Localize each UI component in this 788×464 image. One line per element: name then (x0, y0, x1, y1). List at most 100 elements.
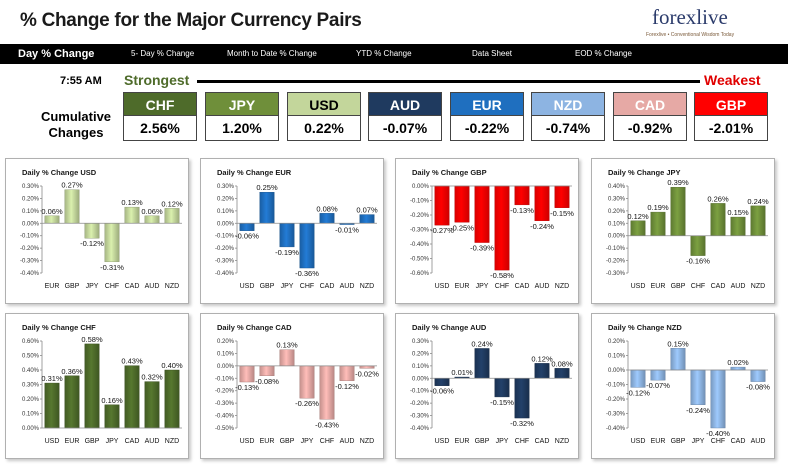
x-tick-label: EUR (65, 438, 80, 445)
nav-data-sheet[interactable]: Data Sheet (472, 49, 513, 58)
bar-eur (650, 211, 666, 236)
x-tick-label: USD (240, 283, 255, 290)
bar-jpy (279, 223, 295, 248)
bar-jpy (494, 378, 510, 398)
data-label: -0.27% (430, 226, 454, 235)
chart-panel-eur: Daily % Change EUR -0.40% -0.30% -0.20% -0.1… (200, 158, 384, 304)
bar-cad (319, 213, 335, 224)
x-tick-label: NZD (751, 283, 765, 290)
x-tick-label: JPY (281, 283, 294, 290)
x-tick-label: GBP (671, 283, 686, 290)
y-tick-label: -0.30% (606, 412, 626, 418)
data-label: -0.26% (295, 399, 319, 408)
bar-chf (710, 369, 726, 429)
bar-usd (434, 378, 450, 386)
chart-eur: Daily % Change EUR -0.40% -0.30% -0.20% -0.1… (215, 168, 378, 290)
data-label: 0.32% (141, 373, 163, 382)
bar-cad (710, 203, 726, 236)
y-tick-label: -0.10% (410, 199, 430, 205)
x-tick-label: NZD (555, 438, 569, 445)
chart-title: Daily % Change JPY (608, 168, 681, 177)
currency-header-nzd: NZD (531, 92, 605, 116)
nav-5-day-change[interactable]: 5- Day % Change (131, 49, 195, 58)
y-tick-label: 0.40% (608, 184, 626, 190)
y-tick-label: -0.20% (606, 259, 626, 265)
y-tick-label: 0.30% (22, 184, 40, 190)
currency-header-gbp: GBP (694, 92, 768, 116)
strongest-label: Strongest (124, 72, 190, 88)
bar-cad (124, 206, 140, 224)
currency-header-eur: EUR (450, 92, 524, 116)
data-label: 0.27% (61, 181, 83, 190)
data-label: -0.58% (490, 271, 514, 280)
chart-chf: Daily % Change CHF0.00%0.10%0.20%0.30%0.… (22, 323, 183, 445)
timestamp: 7:55 AM (60, 75, 102, 87)
data-label: -0.40% (706, 429, 730, 438)
data-label: 0.12% (531, 354, 553, 363)
bar-aud (144, 381, 160, 429)
bar-jpy (474, 185, 490, 243)
data-label: 0.31% (41, 374, 63, 383)
nav-ytd-change[interactable]: YTD % Change (356, 49, 412, 58)
bar-eur (650, 369, 666, 381)
data-label: -0.31% (100, 263, 124, 272)
y-tick-label: -0.40% (606, 426, 626, 432)
chart-panel-cad: Daily % Change CAD -0.50% -0.40% -0.30% -0.2… (200, 313, 384, 459)
y-tick-label: -0.40% (20, 271, 40, 277)
chart-panel-jpy: Daily % Change JPY -0.30% -0.20% -0.10% 0.00… (591, 158, 775, 304)
data-label: -0.15% (550, 209, 574, 218)
x-tick-label: AUD (340, 438, 355, 445)
data-label: 0.12% (627, 212, 649, 221)
bar-eur (454, 185, 470, 223)
currency-header-jpy: JPY (205, 92, 279, 116)
data-label: 0.06% (141, 207, 163, 216)
bar-nzd (750, 205, 766, 236)
y-tick-label: -0.20% (606, 397, 626, 403)
data-label: -0.25% (450, 223, 474, 232)
cumulative-label-line2: Changes (48, 125, 104, 140)
y-tick-label: -0.20% (20, 246, 40, 252)
chart-title: Daily % Change CHF (22, 323, 96, 332)
chart-gbp: Daily % Change GBP -0.60% -0.50% -0.40% -0.3… (410, 168, 574, 290)
bar-nzd (554, 185, 570, 208)
y-tick-label: 0.50% (22, 354, 40, 360)
x-tick-label: CHF (105, 283, 119, 290)
y-tick-label: -0.20% (215, 246, 235, 252)
bar-aud (339, 365, 355, 381)
data-label: 0.02% (727, 358, 749, 367)
data-label: -0.06% (235, 232, 259, 241)
y-tick-label: 0.20% (608, 209, 626, 215)
y-tick-label: 0.10% (608, 221, 626, 227)
bar-chf (104, 223, 120, 263)
y-tick-label: 0.30% (412, 339, 430, 345)
bar-jpy (84, 223, 100, 239)
nav-eod-change[interactable]: EOD % Change (575, 49, 632, 58)
data-label: 0.58% (81, 335, 103, 344)
data-label: 0.40% (161, 361, 183, 370)
data-label: 0.15% (727, 208, 749, 217)
forexlive-logo[interactable]: forexlive Forexlive • Conventional Wisdo… (640, 5, 780, 41)
bar-aud (534, 185, 550, 221)
y-tick-label: 0.00% (22, 426, 40, 432)
strength-arrow-line (197, 80, 700, 83)
bar-cad (730, 366, 746, 371)
x-tick-label: CHF (495, 283, 509, 290)
x-tick-label: USD (435, 283, 450, 290)
y-tick-label: -0.20% (410, 401, 430, 407)
bar-jpy (299, 365, 315, 399)
nav-month-to-date-change[interactable]: Month to Date % Change (227, 49, 317, 58)
data-label: -0.43% (315, 420, 339, 429)
x-tick-label: JPY (496, 438, 509, 445)
bar-gbp (259, 192, 275, 224)
data-label: -0.07% (646, 381, 670, 390)
cumulative-label-line1: Cumulative (40, 109, 112, 124)
bar-aud (750, 369, 766, 382)
bar-usd (434, 185, 450, 226)
y-tick-label: 0.20% (217, 339, 235, 345)
data-label: -0.16% (686, 257, 710, 266)
x-tick-label: AUD (731, 283, 746, 290)
x-tick-label: JPY (476, 283, 489, 290)
nav-day-change[interactable]: Day % Change (18, 48, 95, 60)
bar-nzd (164, 369, 180, 429)
y-tick-label: -0.50% (215, 426, 235, 432)
